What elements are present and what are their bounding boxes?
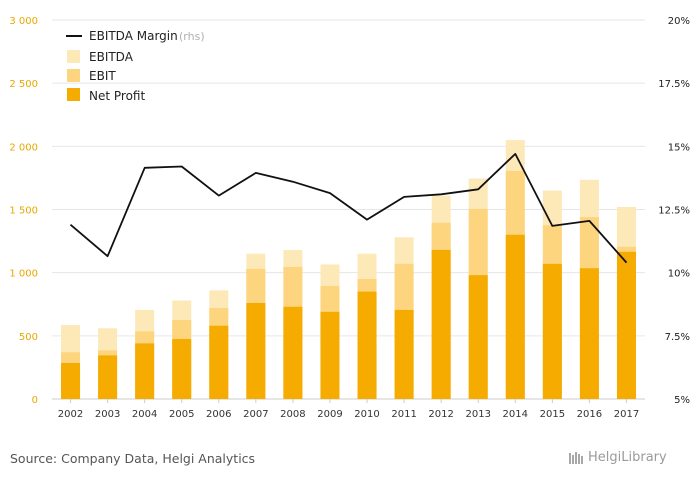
legend-swatch-ebit — [67, 69, 80, 82]
legend-label-ebit: EBIT — [89, 69, 116, 83]
line-ebitda-margin — [69, 152, 628, 264]
bar-net-profit — [542, 263, 562, 399]
bar-net-profit — [283, 306, 303, 399]
bar-net-profit — [579, 268, 599, 399]
bar-net-profit — [468, 275, 488, 399]
bar-net-profit — [172, 338, 192, 399]
y-left-tick-label: 0 — [32, 395, 38, 406]
x-tick-label: 2011 — [391, 409, 416, 420]
y-right-tick-label: 17.5% — [658, 79, 690, 90]
x-tick-label: 2009 — [317, 409, 342, 420]
brand-logo: HelgiLibrary — [568, 450, 667, 465]
y-right-tick-label: 5% — [674, 395, 690, 406]
y-left-tick-label: 2 000 — [9, 142, 38, 153]
y-right-tick-label: 20% — [668, 16, 690, 27]
bar-net-profit — [431, 249, 451, 399]
right-y-axis: 5% 7.5% 10% 12.5% 15% 17.5% 20% — [658, 16, 690, 406]
y-left-tick-label: 1 500 — [9, 206, 38, 217]
legend-label-ebitda: EBITDA — [89, 50, 134, 64]
legend-swatch-net-profit — [67, 88, 80, 101]
x-tick-label: 2017 — [614, 409, 639, 420]
x-tick-label: 2006 — [206, 409, 231, 420]
x-tick-label: 2005 — [169, 409, 194, 420]
y-left-tick-label: 3 000 — [9, 16, 38, 27]
x-tick-label: 2002 — [58, 409, 83, 420]
y-right-tick-label: 7.5% — [665, 332, 690, 343]
x-tick-label: 2003 — [95, 409, 120, 420]
bar-net-profit — [98, 355, 118, 399]
source-note: Source: Company Data, Helgi Analytics — [10, 451, 256, 466]
x-tick-label: 2016 — [577, 409, 602, 420]
legend-label-line: EBITDA Margin — [89, 29, 178, 43]
y-left-tick-label: 500 — [19, 332, 38, 343]
bar-net-profit — [246, 302, 266, 399]
x-tick-label: 2004 — [132, 409, 157, 420]
bars — [61, 140, 636, 399]
y-left-tick-label: 2 500 — [9, 79, 38, 90]
y-left-tick-label: 1 000 — [9, 269, 38, 280]
bar-net-profit — [61, 362, 81, 399]
logo-text: HelgiLibrary — [588, 450, 667, 465]
x-tick-label: 2007 — [243, 409, 268, 420]
x-tick-label: 2015 — [540, 409, 565, 420]
bar-net-profit — [394, 309, 414, 399]
bar-net-profit — [505, 234, 525, 399]
x-tick-label: 2012 — [428, 409, 453, 420]
bar-net-profit — [209, 325, 229, 399]
bar-net-profit — [357, 291, 377, 399]
library-icon — [569, 451, 583, 464]
x-tick-label: 2014 — [503, 409, 528, 420]
bar-net-profit — [135, 343, 155, 399]
legend-swatch-ebitda — [67, 50, 80, 63]
legend-note-line: (rhs) — [179, 30, 205, 43]
legend: EBITDA Margin (rhs) EBITDA EBIT Net Prof… — [66, 29, 205, 103]
bar-net-profit — [616, 251, 636, 399]
legend-label-net-profit: Net Profit — [89, 89, 145, 103]
y-right-tick-label: 10% — [668, 269, 690, 280]
x-axis: 2002 2003 2004 2005 2006 2007 2008 2009 2010 2011… — [58, 399, 639, 420]
bar-net-profit — [320, 311, 340, 399]
y-right-tick-label: 12.5% — [658, 206, 690, 217]
left-y-axis: 0 500 1 000 1 500 2 000 2 500 3 000 — [9, 16, 38, 406]
x-tick-label: 2013 — [465, 409, 490, 420]
margin-line — [69, 152, 628, 264]
x-tick-label: 2010 — [354, 409, 379, 420]
x-tick-label: 2008 — [280, 409, 305, 420]
y-right-tick-label: 15% — [668, 142, 690, 153]
